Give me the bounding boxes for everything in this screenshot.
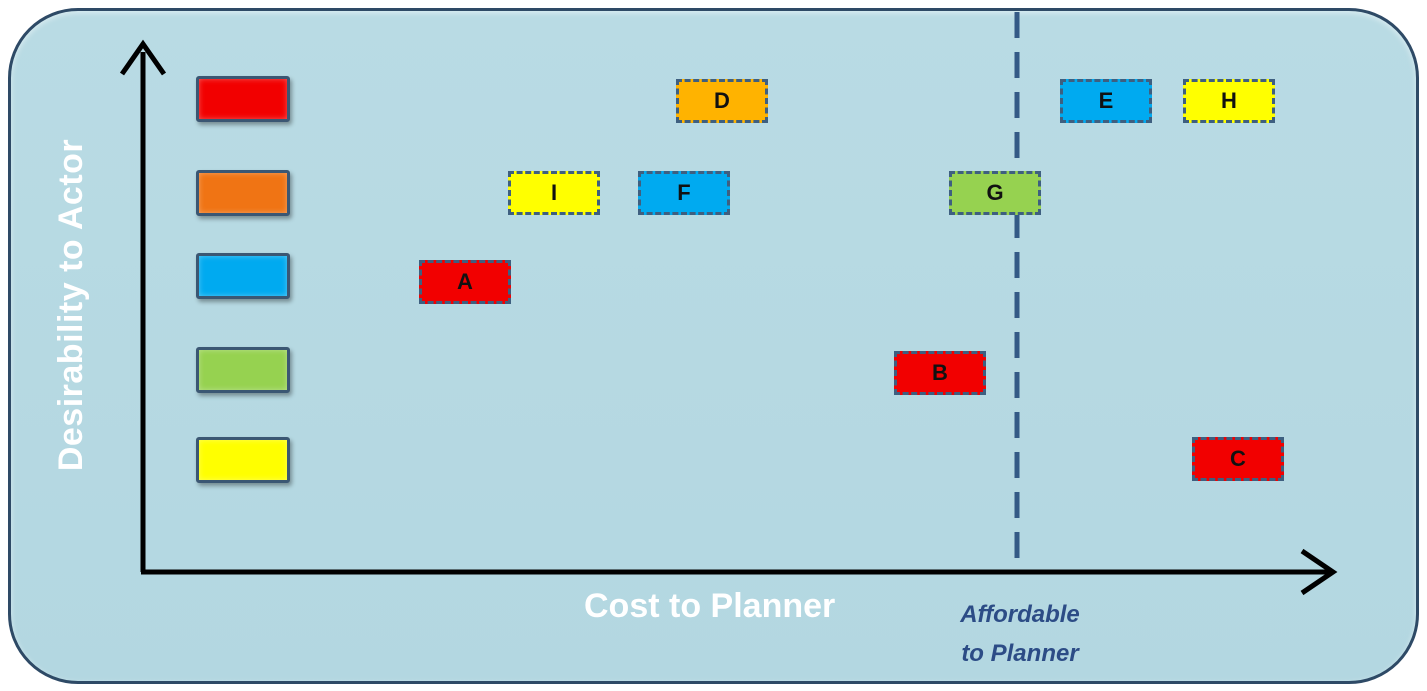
legend-swatch-green xyxy=(196,347,290,393)
item-b: B xyxy=(894,351,986,395)
item-i-label: I xyxy=(550,180,558,205)
item-g: G xyxy=(949,171,1041,215)
item-d-label: D xyxy=(714,88,730,113)
item-e: E xyxy=(1060,79,1152,123)
legend-swatch-red xyxy=(196,76,290,122)
affordable-label: Affordable to Planner xyxy=(900,595,1140,673)
legend-swatch-orange xyxy=(196,170,290,216)
item-c-label: C xyxy=(1230,446,1246,471)
y-axis-label: Desirability to Actor xyxy=(52,138,90,472)
legend-swatch-blue xyxy=(196,253,290,299)
item-g-label: G xyxy=(986,180,1004,205)
item-b-label: B xyxy=(932,360,948,385)
item-a-label: A xyxy=(457,269,473,294)
affordable-label-line1: Affordable xyxy=(960,601,1080,628)
legend-swatch-yellow xyxy=(196,437,290,483)
item-f: F xyxy=(638,171,730,215)
item-f-label: F xyxy=(677,180,691,205)
item-i: I xyxy=(508,171,600,215)
item-a: A xyxy=(419,260,511,304)
item-c: C xyxy=(1192,437,1284,481)
item-e-label: E xyxy=(1098,88,1114,113)
item-h: H xyxy=(1183,79,1275,123)
item-d: D xyxy=(676,79,768,123)
x-axis-arrowhead xyxy=(1300,548,1338,596)
affordable-label-line2: to Planner xyxy=(961,640,1079,667)
item-h-label: H xyxy=(1221,88,1237,113)
y-axis-arrowhead xyxy=(119,39,167,76)
x-axis-label: Cost to Planner xyxy=(584,587,836,625)
